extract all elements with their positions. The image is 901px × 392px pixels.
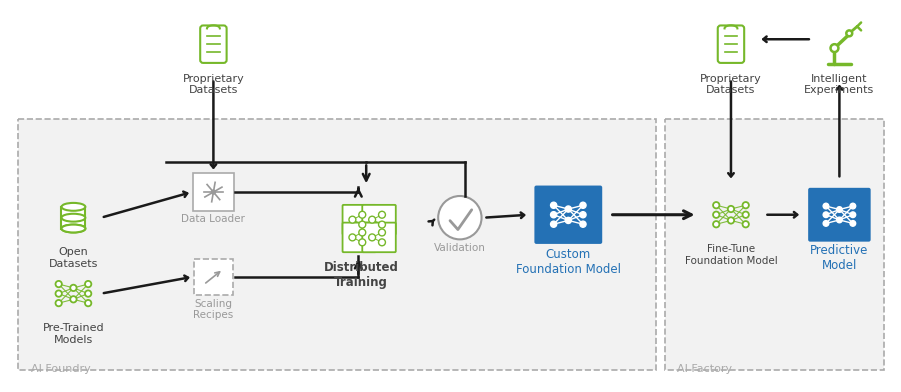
FancyBboxPatch shape bbox=[18, 119, 656, 370]
Circle shape bbox=[85, 290, 91, 297]
FancyBboxPatch shape bbox=[534, 185, 602, 244]
Text: AI Foundry: AI Foundry bbox=[31, 364, 91, 374]
Circle shape bbox=[378, 229, 386, 236]
Circle shape bbox=[831, 44, 839, 52]
Circle shape bbox=[580, 212, 586, 218]
FancyBboxPatch shape bbox=[194, 259, 233, 294]
Circle shape bbox=[359, 221, 366, 228]
Circle shape bbox=[837, 207, 842, 212]
Text: Data Loader: Data Loader bbox=[181, 214, 245, 224]
Circle shape bbox=[85, 300, 91, 306]
Circle shape bbox=[824, 212, 829, 218]
Ellipse shape bbox=[61, 214, 86, 221]
Text: AI Factory: AI Factory bbox=[677, 364, 732, 374]
Circle shape bbox=[742, 212, 749, 218]
Text: Open
Datasets: Open Datasets bbox=[49, 247, 98, 269]
Text: Intelligent
Experiments: Intelligent Experiments bbox=[805, 74, 875, 95]
Circle shape bbox=[369, 234, 376, 241]
FancyBboxPatch shape bbox=[200, 25, 227, 63]
Circle shape bbox=[565, 217, 571, 223]
Text: Pre-Trained
Models: Pre-Trained Models bbox=[42, 323, 105, 345]
Text: Proprietary
Datasets: Proprietary Datasets bbox=[700, 74, 762, 95]
Text: Predictive
Model: Predictive Model bbox=[810, 244, 869, 272]
Circle shape bbox=[378, 221, 386, 228]
Text: Scaling
Recipes: Scaling Recipes bbox=[194, 299, 233, 320]
Circle shape bbox=[850, 203, 856, 209]
Circle shape bbox=[56, 281, 62, 287]
Circle shape bbox=[580, 221, 586, 227]
Circle shape bbox=[551, 202, 557, 208]
FancyBboxPatch shape bbox=[342, 223, 376, 252]
Text: Proprietary
Datasets: Proprietary Datasets bbox=[183, 74, 244, 95]
Text: Fine-Tune
Foundation Model: Fine-Tune Foundation Model bbox=[685, 244, 778, 266]
Circle shape bbox=[846, 31, 852, 36]
Circle shape bbox=[551, 221, 557, 227]
Circle shape bbox=[728, 217, 734, 223]
Circle shape bbox=[713, 221, 719, 227]
Text: Distributed
Training: Distributed Training bbox=[323, 261, 399, 289]
Circle shape bbox=[349, 216, 356, 223]
Circle shape bbox=[369, 216, 376, 223]
Circle shape bbox=[728, 206, 734, 212]
Circle shape bbox=[551, 212, 557, 218]
Circle shape bbox=[70, 285, 77, 291]
FancyBboxPatch shape bbox=[718, 25, 744, 63]
Circle shape bbox=[438, 196, 481, 240]
FancyBboxPatch shape bbox=[342, 205, 376, 234]
Ellipse shape bbox=[61, 203, 86, 211]
Circle shape bbox=[580, 202, 586, 208]
Circle shape bbox=[565, 206, 571, 212]
Ellipse shape bbox=[61, 225, 86, 232]
Circle shape bbox=[824, 203, 829, 209]
Circle shape bbox=[359, 239, 366, 246]
Ellipse shape bbox=[61, 225, 86, 232]
Circle shape bbox=[850, 221, 856, 226]
Circle shape bbox=[56, 300, 62, 306]
Circle shape bbox=[359, 211, 366, 218]
FancyBboxPatch shape bbox=[362, 223, 396, 252]
FancyBboxPatch shape bbox=[665, 119, 884, 370]
Circle shape bbox=[56, 290, 62, 297]
Bar bbox=[61, 205, 86, 216]
Circle shape bbox=[713, 202, 719, 209]
FancyBboxPatch shape bbox=[808, 188, 870, 241]
Circle shape bbox=[359, 229, 366, 236]
Circle shape bbox=[742, 202, 749, 209]
Circle shape bbox=[837, 217, 842, 223]
Circle shape bbox=[742, 221, 749, 227]
Circle shape bbox=[378, 239, 386, 246]
FancyBboxPatch shape bbox=[193, 173, 234, 211]
Circle shape bbox=[713, 212, 719, 218]
Circle shape bbox=[378, 211, 386, 218]
Bar bbox=[61, 215, 86, 227]
Text: Custom
Foundation Model: Custom Foundation Model bbox=[515, 248, 621, 276]
Circle shape bbox=[349, 234, 356, 241]
Circle shape bbox=[70, 296, 77, 303]
FancyBboxPatch shape bbox=[362, 205, 396, 234]
Circle shape bbox=[824, 221, 829, 226]
Circle shape bbox=[850, 212, 856, 218]
Text: Validation: Validation bbox=[434, 243, 486, 253]
Circle shape bbox=[85, 281, 91, 287]
Circle shape bbox=[212, 190, 215, 194]
